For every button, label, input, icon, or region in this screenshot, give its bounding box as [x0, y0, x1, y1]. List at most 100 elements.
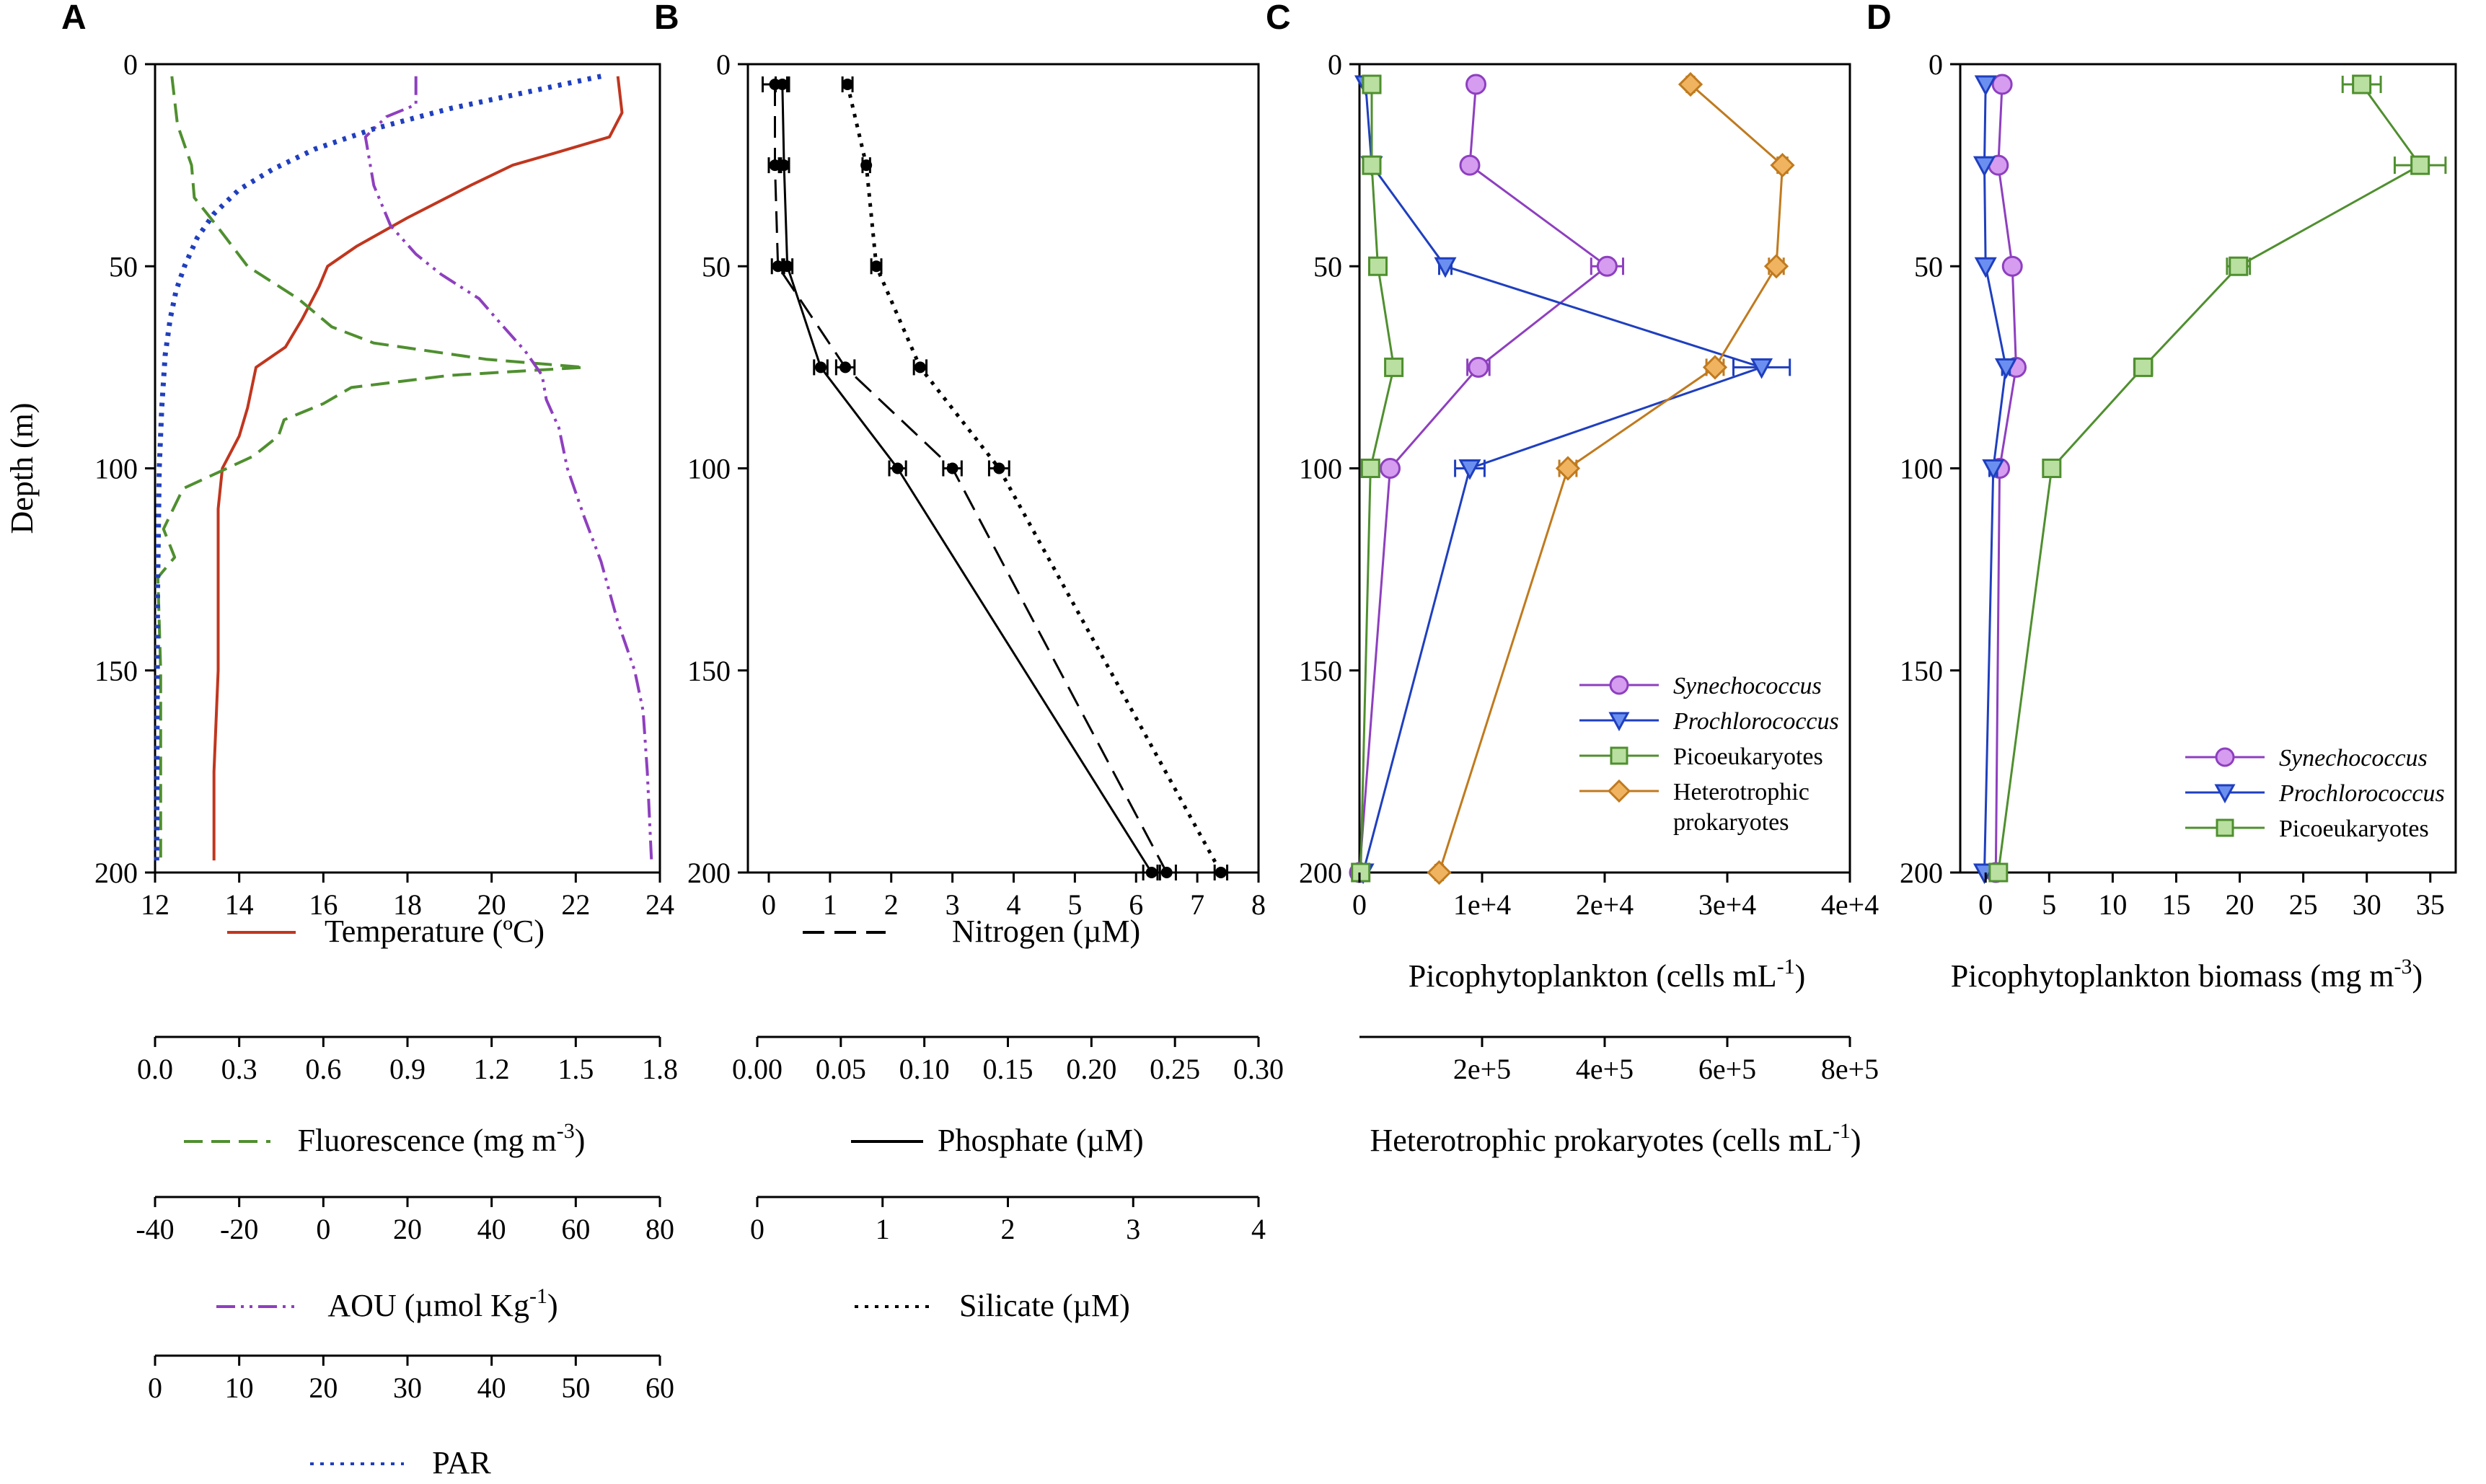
- y-tick-label: 150: [1900, 655, 1943, 687]
- x-tick-label: 20: [477, 888, 506, 921]
- x-tick-label: 60: [645, 1372, 674, 1404]
- x-tick-label: 2e+5: [1453, 1053, 1511, 1085]
- x-tick-label: 10: [2098, 888, 2127, 921]
- x-tick-label: 3: [946, 888, 960, 921]
- x-tick-label: 40: [477, 1372, 506, 1404]
- data-point-picoeukaryotes: [2229, 256, 2249, 276]
- data-point-silicate: [842, 79, 854, 91]
- x-tick-label: 20: [309, 1372, 338, 1404]
- x-tick-label: 12: [141, 888, 169, 921]
- data-point-nitrogen: [946, 462, 958, 474]
- y-tick-label: 150: [687, 655, 731, 687]
- x-tick-label: 14: [225, 888, 254, 921]
- series-line-prochlorococcus: [1983, 84, 2007, 873]
- x-tick-label: 0: [750, 1213, 764, 1245]
- x-tick-label: 0: [1352, 888, 1367, 921]
- data-point-picoeukaryotes: [2410, 155, 2430, 175]
- x-tick-label: 30: [2353, 888, 2381, 921]
- x-tick-label: 0: [148, 1372, 162, 1404]
- legend-marker-heterotrophic-prokaryotes: [1607, 779, 1631, 803]
- y-tick-label: 0: [716, 48, 731, 81]
- data-point-prochlorococcus: [1750, 358, 1773, 379]
- x-tick-label: 6: [1129, 888, 1143, 921]
- y-tick-label: 0: [1929, 48, 1943, 81]
- data-point-prochlorococcus: [1974, 75, 1997, 97]
- x-tick-label: 10: [225, 1372, 254, 1404]
- data-point-phosphate: [1145, 867, 1158, 878]
- data-point-silicate: [870, 260, 883, 273]
- plot-frame-A: [154, 63, 661, 874]
- x-tick-label: 0.3: [221, 1053, 257, 1085]
- x-tick-label: 30: [393, 1372, 422, 1404]
- series-line-picoeukaryotes: [1997, 84, 2422, 873]
- axis-title-fluorescence: Fluorescence (mg m-3): [298, 1119, 586, 1158]
- x-tick-label: 0.0: [137, 1053, 173, 1085]
- x-tick-label: 0.25: [1150, 1053, 1200, 1085]
- data-point-picoeukaryotes: [2133, 357, 2154, 377]
- data-point-phosphate: [891, 462, 904, 474]
- data-point-picoeukaryotes: [1362, 155, 1382, 175]
- data-point-silicate: [914, 361, 926, 374]
- x-tick-label: 0.15: [983, 1053, 1033, 1085]
- legend-label-picoeukaryotes: Picoeukaryotes: [1673, 743, 1823, 770]
- x-tick-label: 4: [1251, 1213, 1266, 1245]
- legend-marker-prochlorococcus: [2214, 784, 2236, 804]
- x-tick-label: 16: [309, 888, 338, 921]
- y-tick-label: 100: [1900, 453, 1943, 485]
- data-point-prochlorococcus: [1973, 156, 1996, 177]
- y-tick-label: 50: [1313, 250, 1342, 283]
- data-point-picoeukaryotes: [1988, 862, 2009, 883]
- legend-marker-picoeukaryotes: [2216, 818, 2234, 837]
- panel-letter-D: D: [1866, 0, 1892, 37]
- y-tick-label: 0: [1328, 48, 1342, 81]
- axis-title-heterotrophic: Heterotrophic prokaryotes (cells mL-1): [1370, 1119, 1861, 1158]
- x-tick-label: 15: [2161, 888, 2190, 921]
- axis-title-temperature: Temperature (ºC): [325, 914, 545, 949]
- axis-title-picophytoplankton: Picophytoplankton (cells mL-1): [1409, 955, 1805, 994]
- axis-title-par: PAR: [432, 1445, 491, 1480]
- data-point-picoeukaryotes: [1360, 459, 1380, 478]
- x-tick-label: 0.00: [732, 1053, 783, 1085]
- x-tick-label: 1: [876, 1213, 890, 1245]
- data-point-heterotrophic-prokaryotes: [1763, 254, 1789, 279]
- data-point-synechococcus: [1991, 74, 2013, 95]
- data-point-picoeukaryotes: [1362, 74, 1382, 94]
- data-point-synechococcus: [1468, 356, 1489, 378]
- data-point-picoeukaryotes: [2352, 74, 2372, 94]
- data-point-nitrogen: [839, 361, 852, 374]
- x-tick-label: 4e+5: [1576, 1053, 1634, 1085]
- data-point-picoeukaryotes: [1351, 862, 1371, 883]
- data-point-heterotrophic-prokaryotes: [1702, 355, 1728, 380]
- y-tick-label: 100: [687, 453, 731, 485]
- legend-label-synechococcus: Synechococcus: [1673, 673, 1822, 699]
- y-tick-label: 50: [1914, 250, 1943, 283]
- x-tick-label: 0.10: [899, 1053, 950, 1085]
- legend-label-heterotrophic-prokaryotes-line2: prokaryotes: [1673, 809, 1789, 836]
- data-point-nitrogen: [772, 260, 784, 273]
- data-point-phosphate: [778, 159, 790, 172]
- y-tick-label: 200: [687, 857, 731, 889]
- x-tick-label: 1e+4: [1453, 888, 1511, 921]
- x-tick-label: -40: [136, 1213, 174, 1245]
- x-tick-label: 0: [316, 1213, 330, 1245]
- x-tick-label: 2: [884, 888, 899, 921]
- x-tick-label: 80: [645, 1213, 674, 1245]
- x-tick-label: 0.20: [1066, 1053, 1116, 1085]
- x-tick-label: 1.2: [474, 1053, 510, 1085]
- x-tick-label: 35: [2416, 888, 2445, 921]
- series-line-synechococcus: [1994, 84, 2018, 873]
- data-point-picoeukaryotes: [2042, 459, 2062, 478]
- x-tick-label: 0.6: [305, 1053, 341, 1085]
- legend-marker-picoeukaryotes: [1610, 746, 1628, 765]
- x-tick-label: 50: [561, 1372, 590, 1404]
- panel-letter-C: C: [1266, 0, 1291, 37]
- y-tick-label: 200: [1900, 857, 1943, 889]
- legend-marker-prochlorococcus: [1608, 712, 1630, 732]
- legend-marker-synechococcus: [2215, 747, 2235, 767]
- axis-title-biomass: Picophytoplankton biomass (mg m-3): [1951, 955, 2423, 994]
- x-tick-label: 3: [1126, 1213, 1140, 1245]
- data-point-prochlorococcus: [1994, 358, 2017, 379]
- x-tick-label: 22: [561, 888, 590, 921]
- data-point-prochlorococcus: [1434, 257, 1457, 278]
- data-point-synechococcus: [1596, 255, 1618, 277]
